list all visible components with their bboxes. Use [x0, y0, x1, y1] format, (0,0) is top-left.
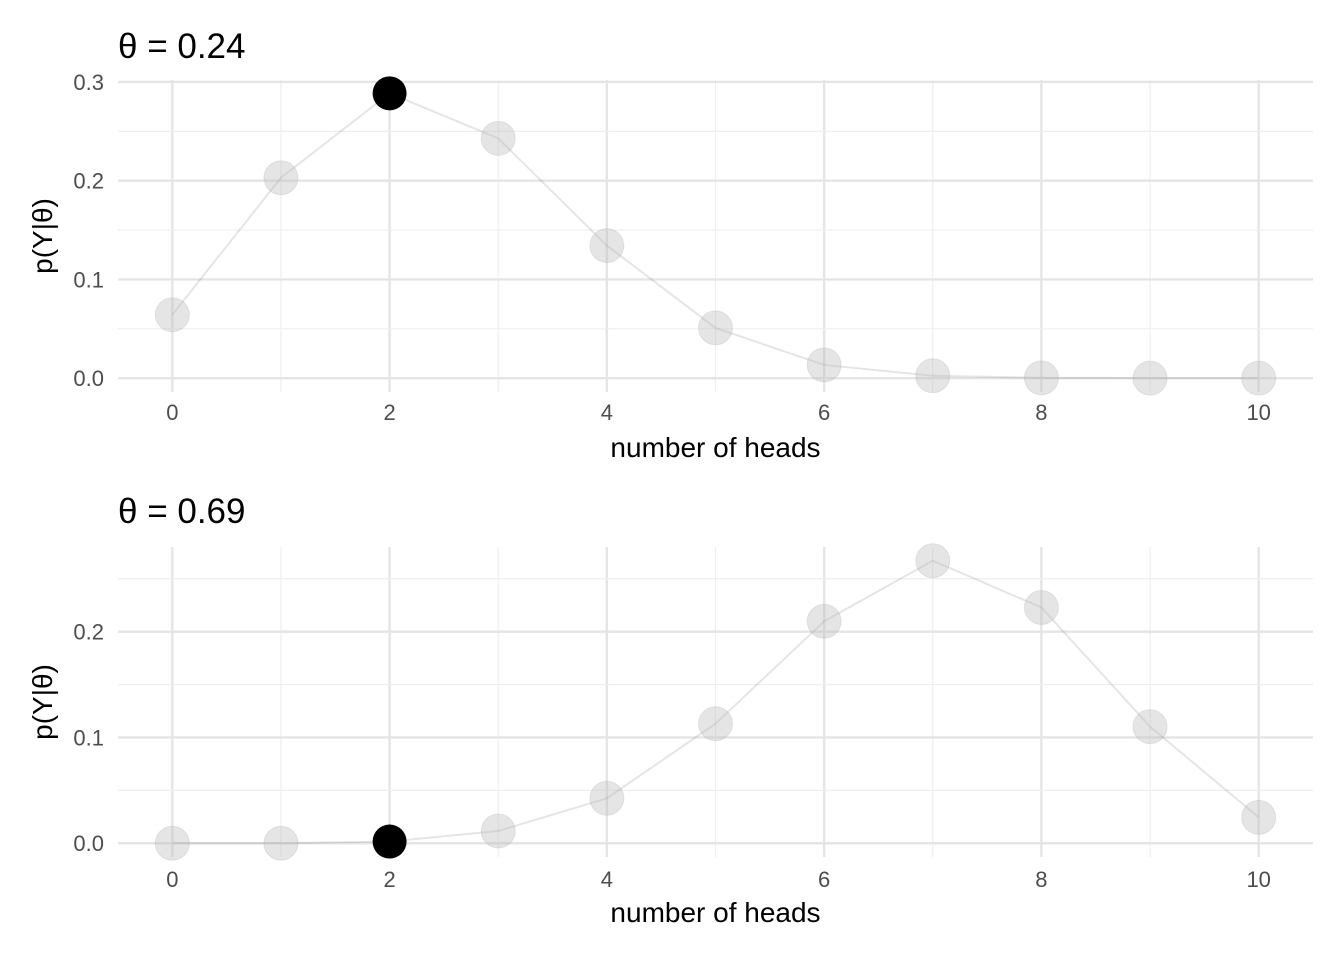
data-point — [806, 347, 842, 383]
y-tick-label: 0.1 — [73, 725, 104, 750]
data-point — [480, 813, 516, 849]
data-point — [1132, 360, 1168, 396]
x-tick-label: 0 — [166, 867, 178, 892]
y-tick-label: 0.3 — [73, 70, 104, 95]
panel-bottom: 0 2 4 6 8 10 0.0 0.1 0.2 θ = 0.69 number of heads p… — [27, 492, 1313, 928]
data-point — [589, 780, 625, 816]
data-point — [154, 297, 190, 333]
y-axis-label: p(Y|θ) — [27, 664, 58, 740]
x-tick-label: 10 — [1246, 867, 1270, 892]
data-point — [915, 358, 951, 394]
series-line — [171, 92, 1259, 380]
panel-title: θ = 0.24 — [118, 27, 245, 66]
panel-title: θ = 0.69 — [118, 492, 245, 531]
data-point — [589, 228, 625, 264]
data-point — [698, 310, 733, 346]
x-tick-label: 4 — [601, 867, 613, 892]
series-line — [172, 559, 1260, 845]
x-tick-label: 8 — [1035, 400, 1047, 425]
data-point — [806, 603, 842, 639]
panel-top: 0 2 4 6 8 10 0.0 0.1 0.2 0.3 θ = 0.24 number of hea… — [27, 27, 1313, 463]
x-tick-label: 8 — [1035, 867, 1047, 892]
x-axis-label: number of heads — [610, 897, 820, 928]
x-tick-label: 0 — [166, 400, 178, 425]
x-tick-label: 4 — [601, 400, 613, 425]
y-tick-label: 0.1 — [73, 267, 104, 292]
y-tick-label: 0.2 — [73, 169, 104, 194]
x-axis-label: number of heads — [610, 432, 820, 463]
y-tick-label: 0.0 — [73, 366, 104, 391]
x-tick-label: 2 — [383, 867, 395, 892]
x-tick-label: 6 — [818, 867, 830, 892]
data-point — [480, 120, 516, 156]
data-point — [698, 706, 733, 742]
data-point — [1023, 360, 1059, 396]
data-point — [154, 825, 190, 861]
y-tick-label: 0.0 — [73, 831, 104, 856]
x-tick-label: 2 — [383, 400, 395, 425]
data-point — [263, 825, 299, 861]
data-point — [1241, 799, 1277, 835]
x-tick-label: 10 — [1246, 400, 1270, 425]
data-point — [1132, 709, 1168, 745]
data-point — [1241, 360, 1277, 396]
data-point — [915, 543, 951, 579]
highlighted-point — [372, 76, 407, 111]
data-point — [263, 160, 299, 196]
highlighted-point — [372, 824, 407, 859]
x-tick-label: 6 — [818, 400, 830, 425]
data-point — [1023, 590, 1059, 626]
y-tick-label: 0.2 — [73, 620, 104, 645]
y-axis-label: p(Y|θ) — [27, 198, 58, 274]
